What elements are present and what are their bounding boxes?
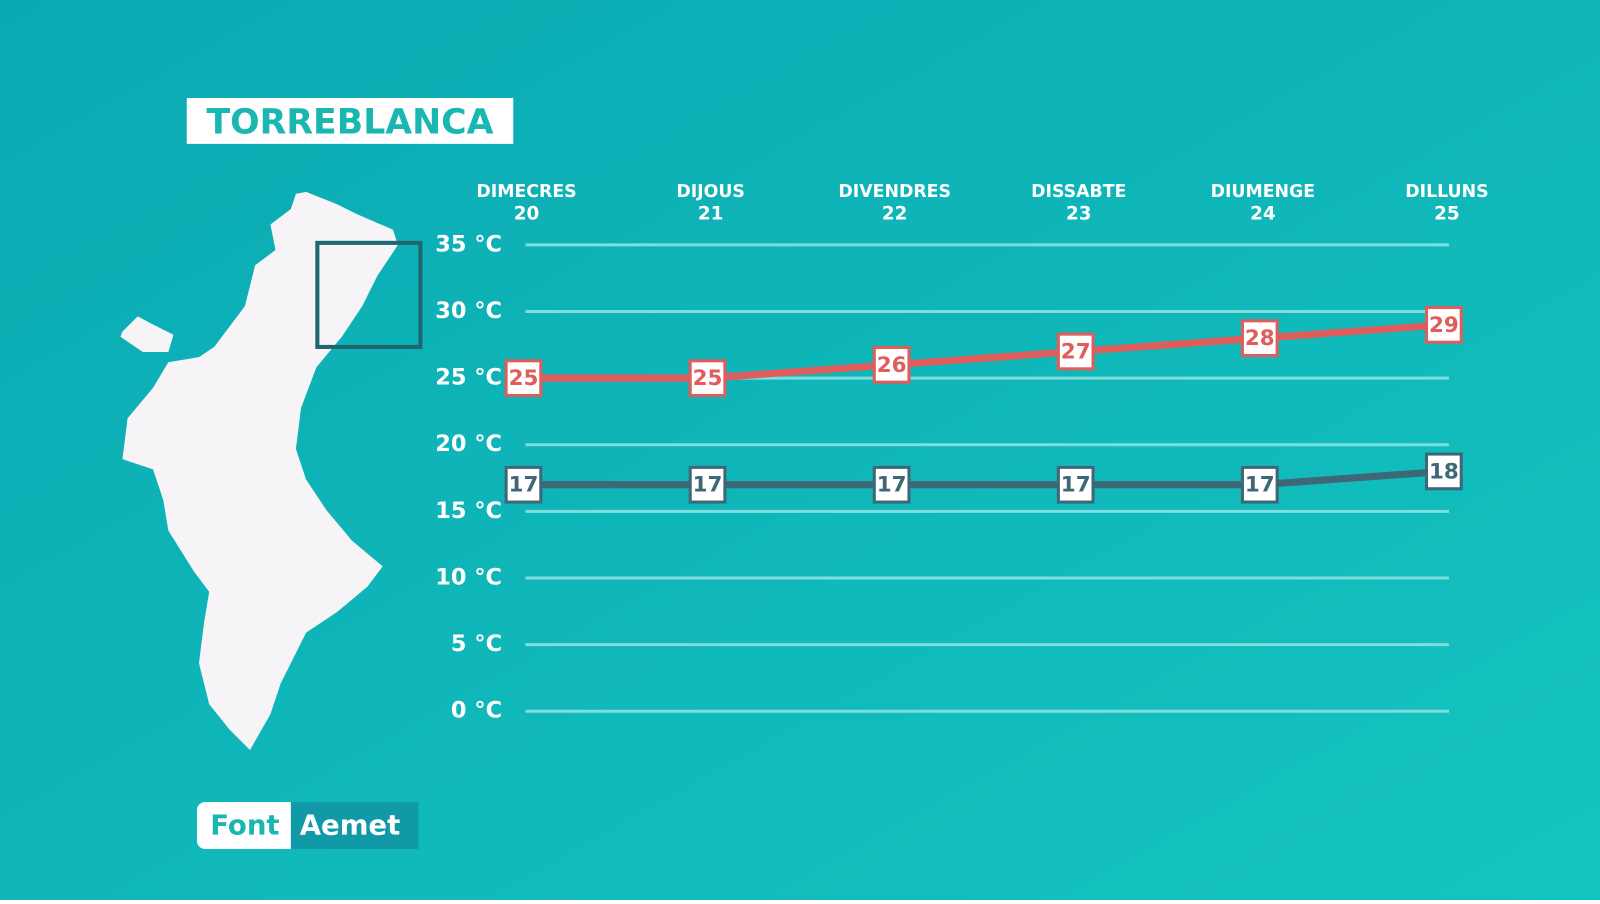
data-label-box <box>872 345 911 384</box>
source-label-box <box>196 802 299 849</box>
x-tick-date: 25 <box>1434 203 1460 224</box>
y-tick-label: 15 °C <box>435 498 502 524</box>
data-label: 25 <box>509 366 539 391</box>
data-label: 17 <box>693 473 723 498</box>
data-label: 26 <box>877 353 907 378</box>
title-box <box>186 97 514 144</box>
x-tick-date: 20 <box>514 203 540 224</box>
location-box <box>315 240 423 349</box>
x-tick-label: DIMECRES <box>476 182 576 202</box>
source-name-box <box>290 802 419 849</box>
data-label-box <box>688 465 727 504</box>
data-label-box <box>1056 465 1095 504</box>
x-tick-date: 22 <box>882 203 908 224</box>
series-line <box>523 467 1445 489</box>
region-enclave <box>120 316 174 353</box>
data-label: 17 <box>877 473 907 498</box>
data-label: 28 <box>1245 326 1275 351</box>
data-label: 29 <box>1429 313 1459 338</box>
x-tick-date: 23 <box>1066 203 1092 224</box>
data-label: 18 <box>1429 459 1459 484</box>
y-tick-label: 30 °C <box>435 298 502 324</box>
region-map <box>122 191 398 750</box>
y-tick-label: 0 °C <box>451 698 502 724</box>
data-label: 17 <box>1245 473 1275 498</box>
x-tick-date: 21 <box>698 203 724 224</box>
x-tick-label: DISSABTE <box>1031 182 1126 202</box>
data-label: 17 <box>1061 473 1091 498</box>
y-tick-label: 20 °C <box>435 431 502 457</box>
y-tick-label: 10 °C <box>435 564 502 590</box>
data-label-box <box>1240 319 1279 358</box>
data-label: 25 <box>693 366 723 391</box>
data-label: 17 <box>509 473 539 498</box>
x-tick-date: 24 <box>1250 203 1276 224</box>
x-tick-label: DIUMENGE <box>1211 182 1316 202</box>
data-label-box <box>504 359 543 398</box>
source-label: Font <box>210 810 279 842</box>
y-tick-label: 25 °C <box>435 365 502 391</box>
data-label-box <box>1424 305 1463 344</box>
data-label-box <box>1240 465 1279 504</box>
x-tick-label: DILLUNS <box>1405 182 1488 202</box>
chart-title: TORREBLANCA <box>206 102 493 142</box>
data-label-box <box>688 359 727 398</box>
data-label-box <box>504 465 543 504</box>
y-tick-label: 35 °C <box>435 231 502 257</box>
source-name: Aemet <box>300 810 401 842</box>
x-tick-label: DIJOUS <box>676 182 745 202</box>
data-label-box <box>1424 452 1463 491</box>
data-label-box <box>872 465 911 504</box>
series-line <box>523 321 1445 382</box>
data-label: 27 <box>1061 340 1091 365</box>
x-tick-label: DIVENDRES <box>838 182 951 202</box>
data-label-box <box>1056 332 1095 371</box>
y-tick-label: 5 °C <box>451 631 502 657</box>
